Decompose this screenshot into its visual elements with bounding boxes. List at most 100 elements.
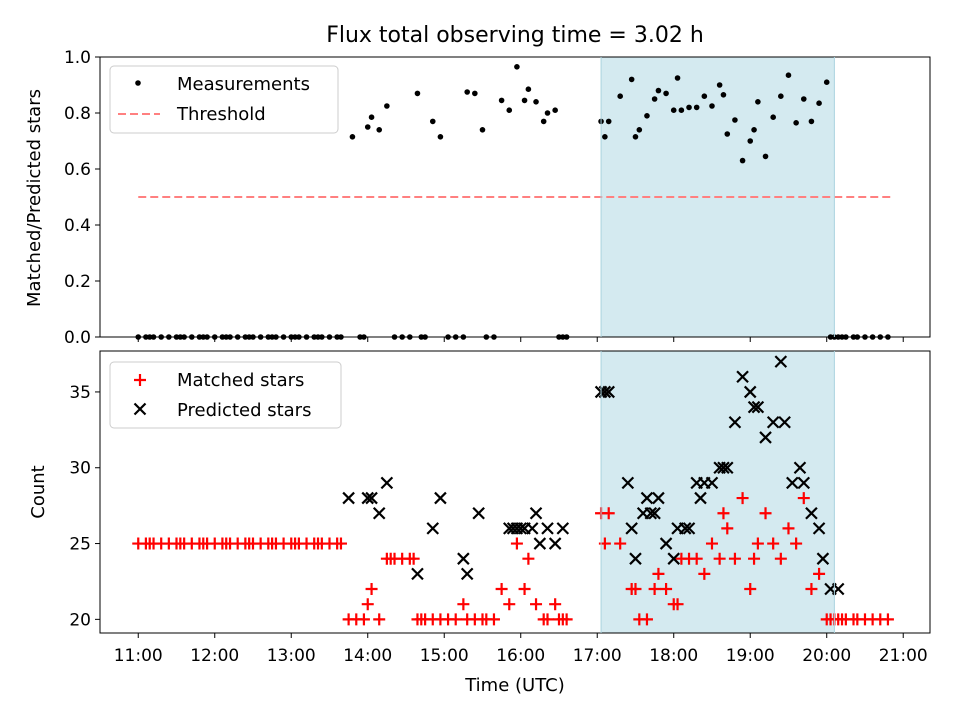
matched-star-point: [767, 537, 780, 550]
ratio-legend-box: [109, 65, 339, 134]
measurement-point: [823, 79, 830, 85]
measurement-point: [724, 131, 731, 137]
predicted-star-point: [629, 552, 642, 565]
matched-star-point: [640, 613, 653, 626]
matched-star-point: [614, 537, 627, 550]
measurement-point: [701, 93, 708, 99]
legend-measurements-label: Measurements: [177, 74, 310, 95]
matched-star-point: [334, 537, 347, 550]
count-y-tick-label: 30: [69, 459, 91, 479]
measurement-point: [709, 103, 715, 109]
count-y-tick-label: 20: [69, 610, 91, 630]
matched-star-point: [457, 598, 470, 611]
matched-star-point: [549, 598, 562, 611]
measurement-point: [544, 110, 551, 116]
predicted-star-point: [648, 506, 661, 520]
predicted-star-point: [717, 461, 730, 475]
ratio-y-axis-label: Matched/Predicted stars: [24, 89, 45, 307]
predicted-star-point: [812, 522, 826, 535]
matched-star-point: [790, 537, 803, 550]
x-tick-label: 16:00: [496, 646, 545, 666]
legend-threshold-label: Threshold: [176, 104, 266, 125]
predicted-star-point: [705, 476, 719, 490]
predicted-star-point: [778, 415, 791, 429]
predicted-star-point: [766, 415, 780, 429]
matched-star-point: [713, 552, 726, 565]
matched-star-point: [407, 552, 420, 565]
measurement-point: [632, 134, 639, 140]
x-tick-label: 11:00: [114, 646, 163, 666]
ratio-y-tick-label: 0.2: [64, 272, 91, 292]
predicted-star-point: [602, 385, 615, 399]
matched-star-point: [522, 552, 535, 565]
legend-predicted-label: Predicted stars: [177, 400, 311, 421]
measurement-point: [437, 134, 444, 140]
predicted-star-point: [682, 522, 696, 535]
matched-star-point: [648, 583, 661, 596]
measurement-point: [605, 118, 612, 125]
measurement-point: [498, 97, 505, 104]
measurement-point: [472, 90, 478, 97]
measurement-point: [716, 82, 723, 88]
predicted-star-point: [659, 537, 673, 550]
measurement-point: [751, 127, 757, 133]
measurement-point: [414, 90, 421, 97]
legend-matched-label: Matched stars: [177, 370, 304, 391]
matched-star-point: [365, 583, 378, 596]
count-legend: Matched stars Predicted stars: [109, 361, 342, 429]
matched-star-point: [560, 613, 573, 626]
predicted-star-point: [365, 491, 378, 505]
predicted-star-point: [372, 506, 386, 520]
matched-star-point: [487, 613, 500, 626]
predicted-star-point: [743, 385, 757, 399]
matched-star-point: [510, 537, 523, 550]
measurement-point: [349, 134, 356, 140]
predicted-star-point: [548, 537, 562, 550]
predicted-star-point: [652, 491, 665, 505]
measurement-point: [644, 113, 650, 119]
matched-star-point: [629, 583, 642, 596]
matched-star-point: [541, 613, 554, 626]
measurement-point: [602, 134, 608, 140]
predicted-star-point: [694, 491, 707, 505]
x-tick-label: 21:00: [879, 646, 928, 666]
legend-matched-marker: [134, 374, 146, 386]
x-tick-label: 15:00: [420, 646, 469, 666]
measurement-point: [552, 107, 558, 113]
matched-star-point: [744, 583, 757, 596]
measurement-point: [636, 127, 643, 133]
measurement-point: [816, 100, 822, 106]
x-tick-label: 20:00: [802, 646, 851, 666]
predicted-star-point: [434, 491, 447, 505]
predicted-star-point: [529, 506, 543, 520]
predicted-star-point: [678, 522, 692, 535]
predicted-star-point: [621, 476, 635, 490]
matched-stars-points: [132, 492, 894, 626]
x-tick-label: 13:00: [267, 646, 316, 666]
ratio-y-tick-label: 0.6: [64, 160, 91, 180]
predicted-star-point: [747, 400, 761, 414]
matched-star-point: [503, 598, 516, 611]
matched-star-point: [813, 567, 826, 580]
predicted-star-point: [751, 400, 765, 414]
matched-star-point: [748, 552, 761, 565]
measurement-point: [778, 93, 784, 99]
x-tick-label: 17:00: [573, 646, 622, 666]
matched-star-point: [602, 507, 615, 520]
predicted-star-point: [411, 567, 424, 581]
measurement-point: [739, 157, 746, 164]
x-tick-label: 12:00: [190, 646, 239, 666]
count-y-tick-label: 25: [69, 535, 91, 555]
measurement-point: [808, 118, 815, 125]
measurement-point: [525, 86, 532, 92]
x-axis-label: Time (UTC): [464, 675, 565, 696]
predicted-star-point: [514, 522, 528, 535]
measurement-point: [384, 103, 390, 109]
measurement-point: [464, 89, 470, 95]
count-y-tick-label: 35: [69, 383, 91, 403]
measurement-point: [693, 104, 700, 111]
measurement-point: [720, 92, 727, 98]
predicted-star-point: [797, 476, 811, 490]
measurement-point: [762, 153, 769, 160]
matched-star-point: [705, 537, 718, 550]
